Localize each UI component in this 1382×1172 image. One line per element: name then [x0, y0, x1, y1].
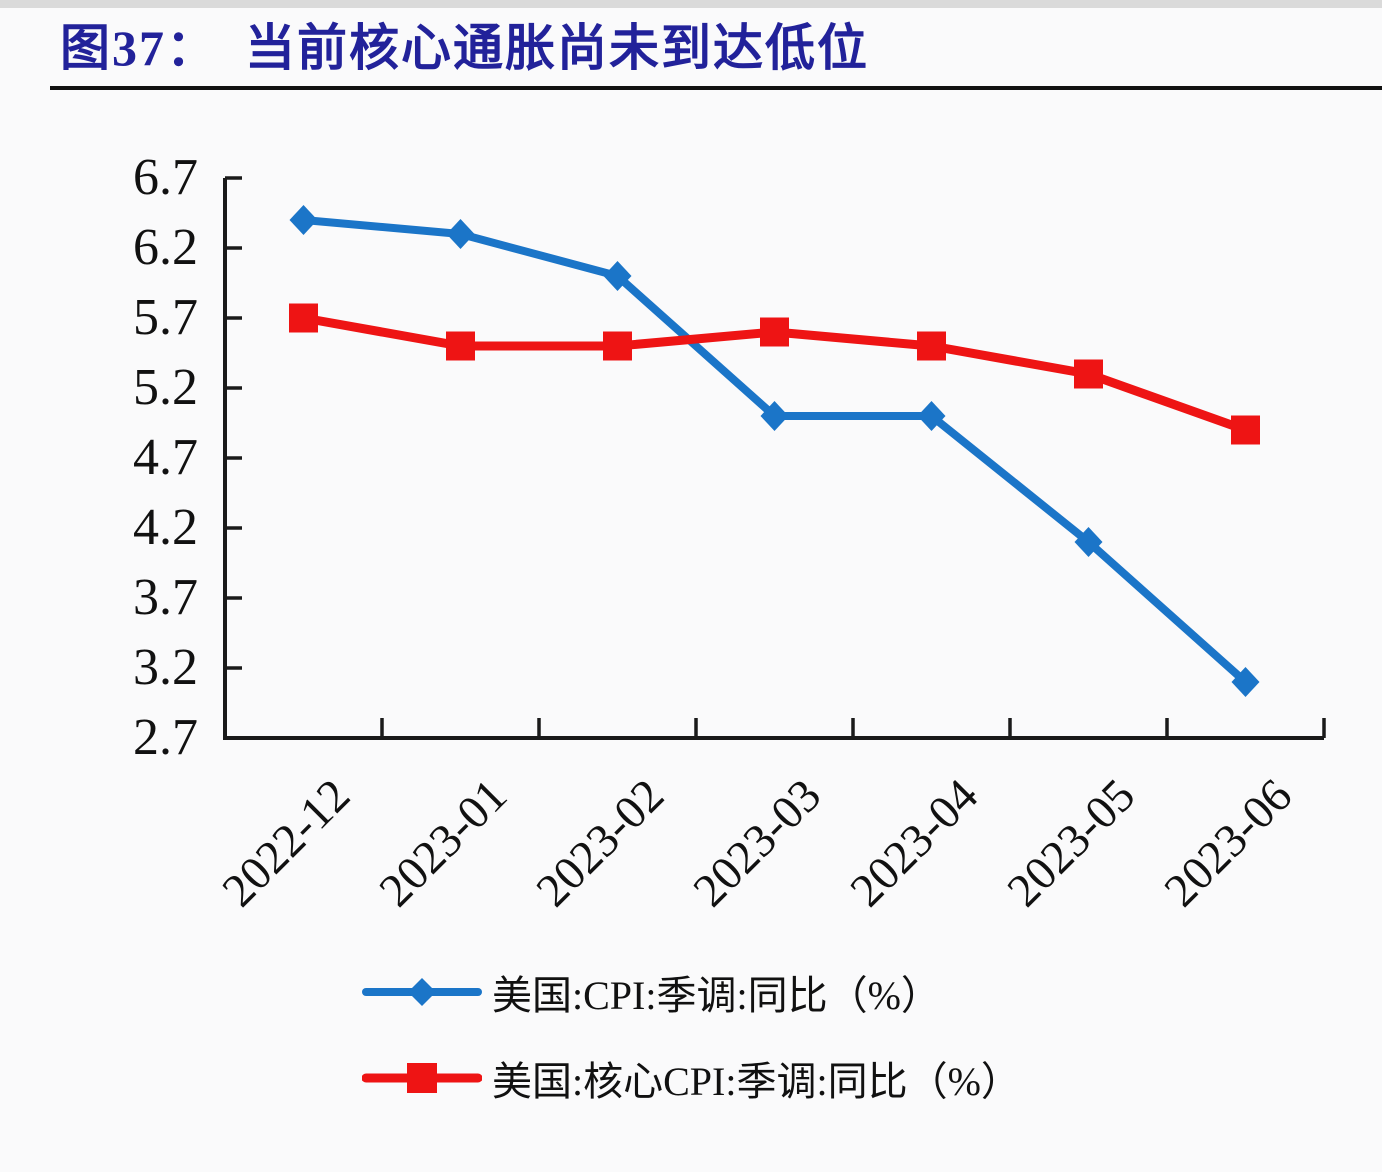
top-edge-strip — [0, 0, 1382, 8]
marker-diamond — [760, 401, 789, 431]
marker-diamond — [446, 219, 475, 249]
legend-label: 美国:核心CPI:季调:同比（%） — [492, 1059, 1021, 1104]
marker-diamond — [1231, 667, 1260, 697]
figure-title: 图37： 当前核心通胀尚未到达低位 — [60, 20, 869, 76]
y-tick-label: 5.7 — [133, 289, 198, 346]
marker-diamond — [603, 261, 632, 291]
legend-item: 美国:CPI:季调:同比（%） — [362, 958, 941, 1026]
marker-square — [917, 331, 946, 361]
series-line-0 — [299, 216, 1250, 686]
legend-swatch — [362, 1063, 482, 1093]
marker-square — [446, 331, 475, 361]
y-tick-label: 4.2 — [133, 499, 198, 556]
y-tick-label: 5.2 — [133, 359, 198, 416]
marker-diamond — [917, 401, 946, 431]
marker-diamond — [1074, 527, 1103, 557]
marker-square — [760, 317, 789, 347]
marker-square — [603, 331, 632, 361]
title-divider-rule — [50, 86, 1382, 90]
y-tick-label: 3.2 — [133, 639, 198, 696]
marker-diamond — [289, 205, 318, 235]
legend-marker-square-icon — [407, 1063, 437, 1093]
y-tick-label: 2.7 — [133, 709, 198, 766]
marker-square — [289, 303, 318, 333]
legend-swatch — [362, 978, 482, 1006]
y-tick-label: 3.7 — [133, 569, 198, 626]
y-tick-label: 4.7 — [133, 429, 198, 486]
legend-item: 美国:核心CPI:季调:同比（%） — [362, 1044, 1021, 1112]
axes-line — [223, 178, 1324, 740]
legend-marker-diamond-icon — [408, 978, 436, 1006]
marker-square — [1231, 415, 1260, 445]
y-tick-label: 6.7 — [133, 149, 198, 206]
legend-label: 美国:CPI:季调:同比（%） — [492, 973, 941, 1018]
y-tick-label: 6.2 — [133, 219, 198, 276]
marker-square — [1074, 359, 1103, 389]
